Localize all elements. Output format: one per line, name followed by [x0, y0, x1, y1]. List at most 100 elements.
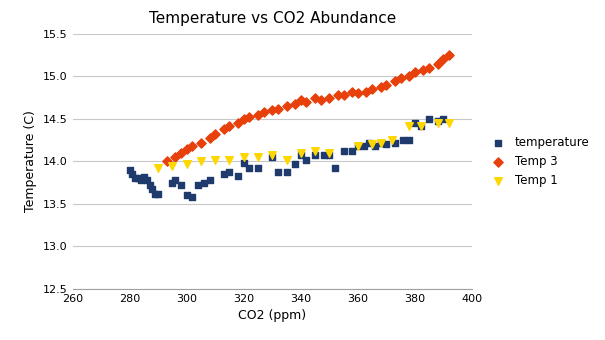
temperature [199, 180, 209, 185]
temperature [224, 169, 234, 174]
temperature [416, 123, 425, 129]
temperature [171, 177, 180, 183]
Temp 3 [211, 132, 220, 137]
Temp 3 [244, 115, 254, 120]
temperature [399, 137, 408, 143]
Temp 3 [347, 89, 357, 95]
temperature [390, 140, 400, 146]
Temp 3 [267, 108, 277, 113]
Temp 1 [153, 166, 163, 171]
temperature [324, 152, 334, 157]
Temp 3 [171, 154, 180, 160]
temperature [359, 143, 368, 149]
temperature [439, 116, 448, 122]
Temp 1 [253, 154, 263, 160]
Title: Temperature vs CO2 Abundance: Temperature vs CO2 Abundance [149, 11, 396, 26]
Temp 1 [282, 157, 292, 163]
temperature [319, 152, 329, 157]
temperature [133, 176, 143, 181]
Temp 1 [387, 137, 397, 143]
temperature [296, 152, 306, 157]
Temp 1 [404, 123, 414, 129]
Temp 3 [296, 98, 306, 103]
Temp 3 [382, 82, 391, 88]
Temp 1 [324, 150, 334, 156]
temperature [233, 173, 243, 178]
Temp 1 [353, 143, 362, 149]
Temp 3 [290, 101, 300, 106]
temperature [136, 177, 146, 183]
Y-axis label: Temperature (C): Temperature (C) [24, 110, 38, 212]
temperature [145, 183, 154, 188]
temperature [193, 183, 203, 188]
Temp 1 [367, 142, 377, 147]
temperature [267, 154, 277, 160]
Temp 1 [416, 123, 425, 129]
Temp 3 [333, 92, 342, 98]
Temp 1 [296, 150, 306, 156]
Temp 1 [376, 140, 385, 146]
temperature [182, 193, 192, 198]
Legend: temperature, Temp 3, Temp 1: temperature, Temp 3, Temp 1 [482, 131, 594, 192]
temperature [290, 161, 300, 167]
temperature [125, 167, 134, 173]
temperature [151, 191, 160, 197]
Temp 3 [424, 65, 434, 71]
Temp 3 [273, 106, 283, 112]
Temp 3 [182, 146, 192, 151]
temperature [142, 177, 152, 183]
temperature [139, 174, 149, 180]
temperature [353, 143, 362, 149]
temperature [204, 177, 214, 183]
temperature [273, 169, 283, 174]
Temp 3 [396, 75, 405, 81]
Temp 1 [433, 120, 442, 126]
temperature [131, 176, 140, 181]
Temp 1 [239, 154, 249, 160]
Temp 1 [196, 159, 206, 164]
temperature [153, 191, 163, 197]
temperature [244, 166, 254, 171]
Temp 1 [267, 152, 277, 157]
temperature [148, 186, 157, 191]
temperature [188, 194, 197, 200]
Temp 3 [339, 92, 348, 98]
X-axis label: CO2 (ppm): CO2 (ppm) [238, 309, 306, 322]
Temp 1 [211, 157, 220, 163]
Temp 3 [196, 140, 206, 146]
Temp 1 [224, 157, 234, 163]
temperature [330, 166, 340, 171]
Temp 3 [410, 69, 420, 75]
temperature [176, 183, 186, 188]
Temp 3 [419, 67, 428, 72]
Temp 3 [310, 95, 320, 100]
temperature [239, 160, 249, 166]
Temp 3 [316, 98, 325, 103]
Temp 3 [253, 112, 263, 117]
Temp 3 [324, 95, 334, 100]
Temp 3 [162, 159, 172, 164]
Temp 3 [362, 89, 371, 95]
temperature [376, 140, 385, 146]
Temp 3 [376, 84, 385, 89]
Temp 1 [310, 149, 320, 154]
temperature [302, 157, 312, 163]
Temp 1 [444, 120, 454, 126]
Temp 1 [182, 161, 192, 167]
temperature [253, 166, 263, 171]
Temp 3 [233, 120, 243, 126]
temperature [339, 149, 348, 154]
Temp 3 [219, 126, 229, 132]
Temp 3 [433, 61, 442, 66]
temperature [310, 152, 320, 157]
Temp 3 [259, 109, 269, 115]
temperature [410, 120, 420, 126]
temperature [433, 118, 442, 123]
Temp 3 [439, 57, 448, 62]
Temp 1 [168, 163, 177, 168]
temperature [168, 180, 177, 185]
temperature [404, 137, 414, 143]
temperature [219, 171, 229, 177]
Temp 3 [204, 135, 214, 140]
Temp 3 [239, 116, 249, 122]
